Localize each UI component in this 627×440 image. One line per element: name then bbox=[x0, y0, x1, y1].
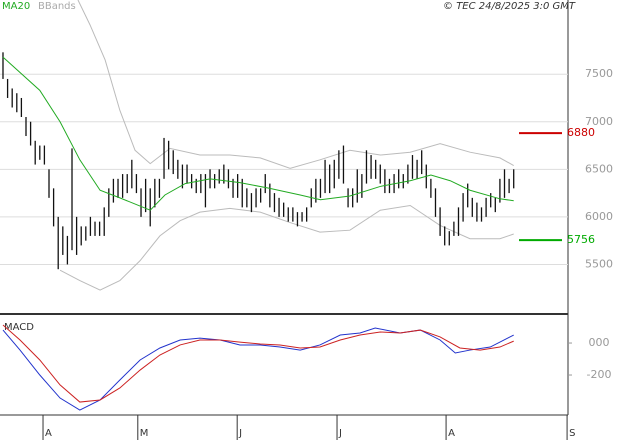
level-label: 6880 bbox=[567, 126, 595, 139]
macd-line bbox=[2, 324, 514, 403]
x-tick-label: S bbox=[569, 428, 575, 439]
y-tick-label: 7000 bbox=[585, 115, 613, 128]
bband-line bbox=[77, 0, 514, 169]
x-tick-label: M bbox=[140, 428, 149, 439]
macd-line bbox=[2, 327, 514, 411]
y-tick-label: 000 bbox=[589, 336, 610, 349]
y-tick-label: 6500 bbox=[585, 162, 613, 175]
x-tick-label: J bbox=[238, 428, 242, 439]
x-tick-label: A bbox=[448, 428, 455, 439]
x-tick-label: A bbox=[45, 428, 52, 439]
y-tick-label: 6000 bbox=[585, 210, 613, 223]
x-tick-label: J bbox=[338, 428, 342, 439]
y-tick-label: 7500 bbox=[585, 67, 613, 80]
level-label: 5756 bbox=[567, 233, 595, 246]
bband-line bbox=[59, 204, 514, 291]
panel-title: MACD bbox=[4, 322, 34, 333]
source-note: © TEC 24/8/2025 3:0 GMT bbox=[443, 1, 576, 12]
y-tick-label: 5500 bbox=[585, 257, 613, 270]
y-tick-label: -200 bbox=[587, 368, 612, 381]
ma-line bbox=[2, 56, 514, 211]
legend-entry: MA20 bbox=[2, 1, 30, 12]
legend-entry: BBands bbox=[38, 1, 76, 12]
